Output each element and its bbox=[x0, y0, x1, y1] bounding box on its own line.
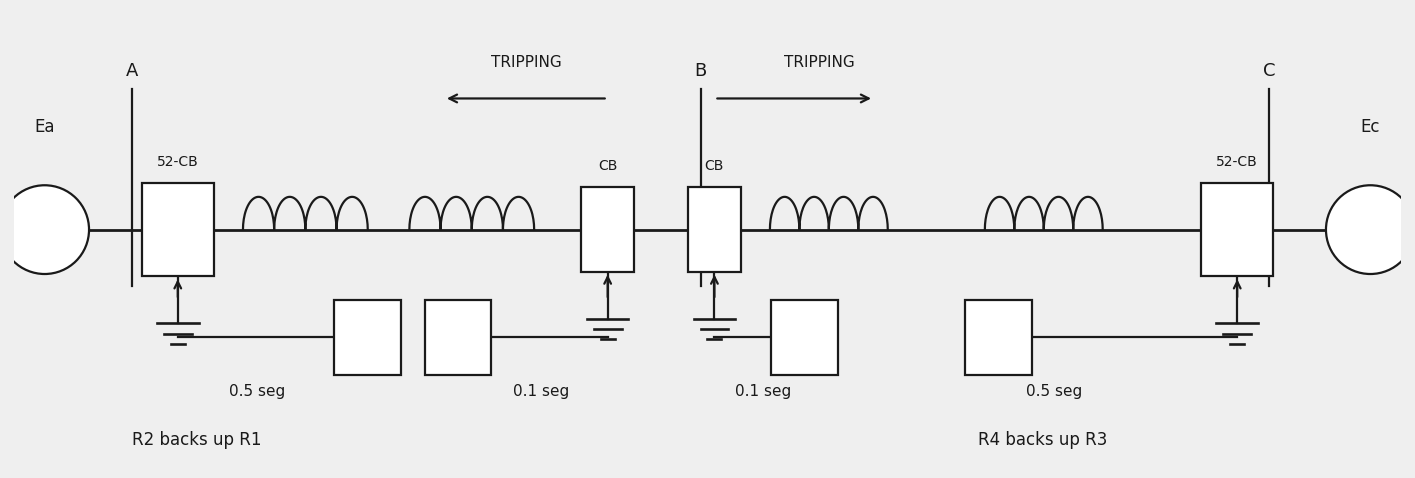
Bar bbox=[771, 300, 838, 375]
Bar bbox=[965, 300, 1032, 375]
Text: B: B bbox=[695, 62, 706, 80]
Text: C: C bbox=[1262, 62, 1275, 80]
Text: 52-CB: 52-CB bbox=[157, 155, 198, 169]
Text: TRIPPING: TRIPPING bbox=[491, 55, 562, 70]
Text: R2: R2 bbox=[357, 328, 379, 347]
Text: 0.1 seg: 0.1 seg bbox=[734, 384, 791, 399]
Text: GS: GS bbox=[1361, 223, 1380, 237]
Text: Ec: Ec bbox=[1361, 118, 1380, 136]
Text: R4 backs up R3: R4 backs up R3 bbox=[978, 432, 1108, 449]
Ellipse shape bbox=[1326, 185, 1415, 274]
Bar bbox=[142, 183, 214, 276]
Text: Ea: Ea bbox=[34, 118, 55, 136]
Text: 52-CB: 52-CB bbox=[1217, 155, 1258, 169]
Text: GS: GS bbox=[35, 223, 54, 237]
Text: 0.5 seg: 0.5 seg bbox=[1026, 384, 1082, 399]
Text: TRIPPING: TRIPPING bbox=[784, 55, 855, 70]
Text: CB: CB bbox=[599, 160, 617, 174]
Bar bbox=[688, 187, 741, 272]
Text: R3: R3 bbox=[447, 328, 468, 347]
Bar bbox=[334, 300, 400, 375]
Text: R2 backs up R1: R2 backs up R1 bbox=[132, 432, 262, 449]
Text: 0.5 seg: 0.5 seg bbox=[229, 384, 284, 399]
Text: CB: CB bbox=[705, 160, 724, 174]
Bar bbox=[424, 300, 491, 375]
Text: A: A bbox=[126, 62, 139, 80]
Text: R1: R1 bbox=[794, 328, 815, 347]
Ellipse shape bbox=[0, 185, 89, 274]
Text: 0.1 seg: 0.1 seg bbox=[514, 384, 569, 399]
Bar bbox=[1201, 183, 1274, 276]
Bar bbox=[582, 187, 634, 272]
Text: R4: R4 bbox=[988, 328, 1010, 347]
